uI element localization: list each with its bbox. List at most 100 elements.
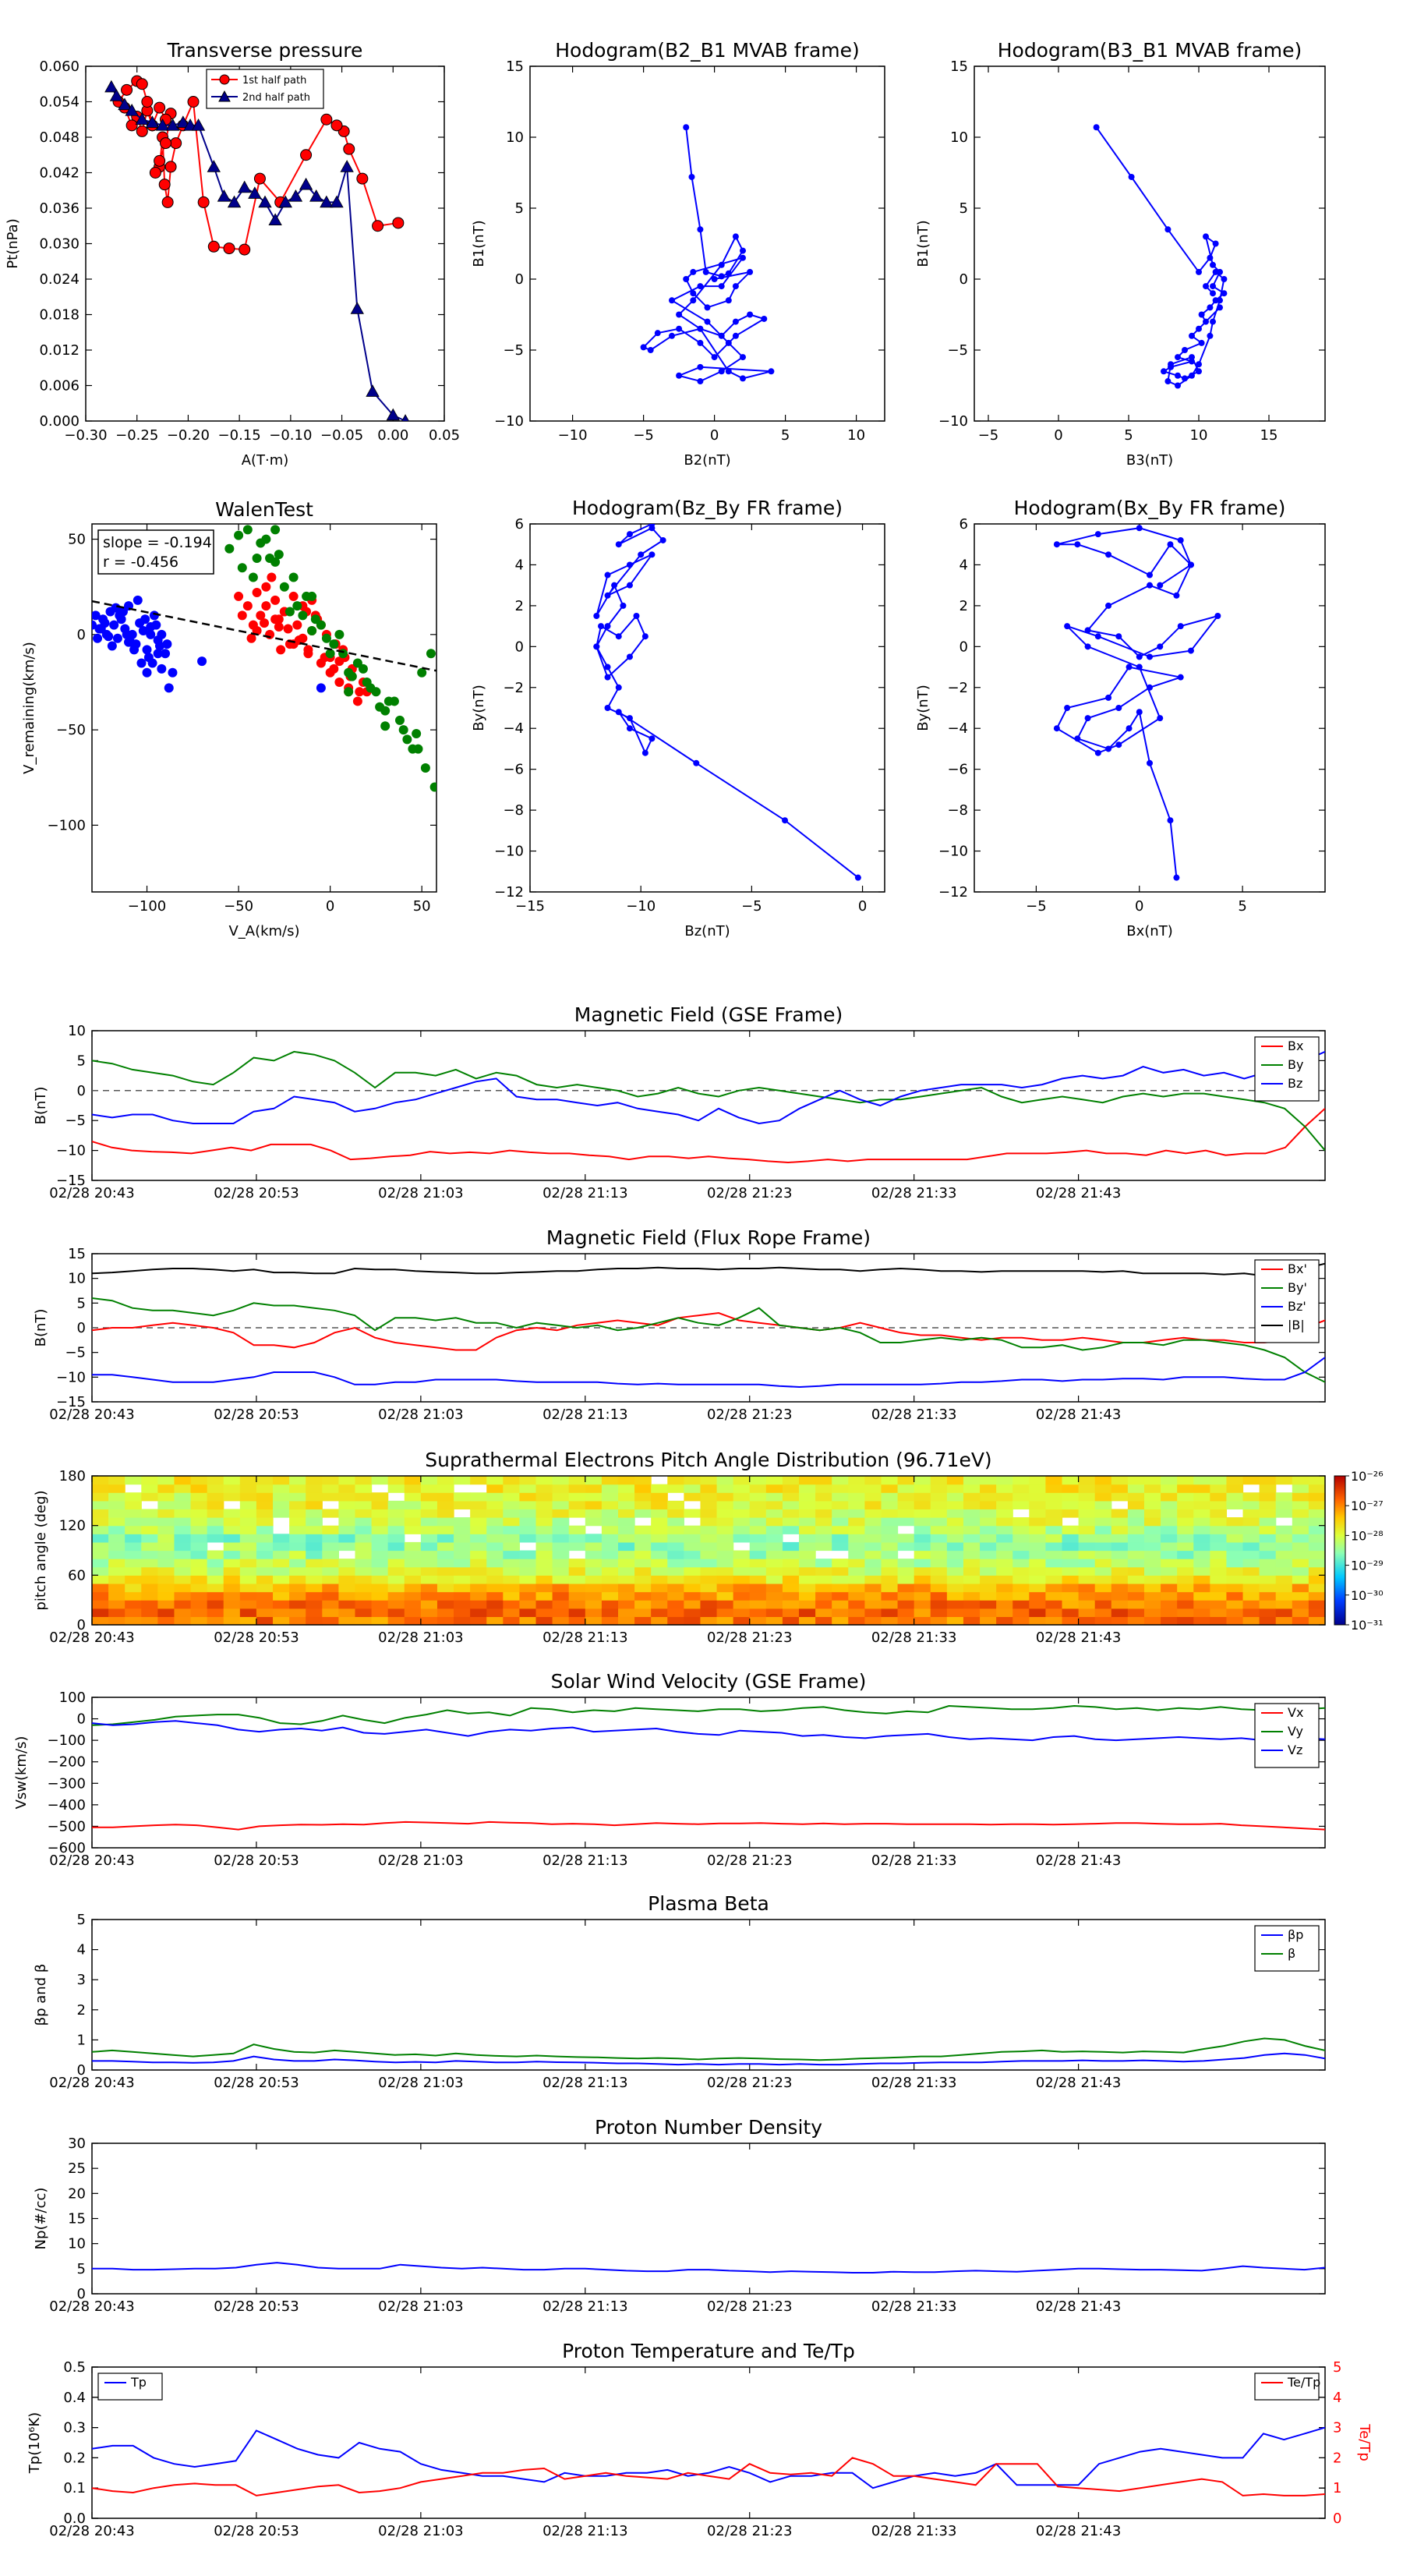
heatmap-cell	[1111, 1583, 1129, 1593]
heatmap-cell	[617, 1600, 635, 1609]
heatmap-cell	[108, 1566, 125, 1576]
heatmap-cell	[486, 1525, 504, 1534]
heatmap-cell	[125, 1517, 142, 1527]
heatmap-cell	[749, 1509, 767, 1518]
heatmap-cell	[684, 1559, 702, 1568]
heatmap-cell	[1062, 1541, 1080, 1552]
heatmap-cell	[1292, 1517, 1309, 1527]
heatmap-cell	[371, 1591, 389, 1601]
heatmap-cell	[338, 1476, 356, 1485]
y-tick-label: −15	[56, 1173, 86, 1189]
data-point	[626, 582, 633, 589]
heatmap-cell	[1210, 1566, 1228, 1576]
heatmap-cell	[1045, 1583, 1063, 1593]
heatmap-cell	[207, 1591, 224, 1601]
heatmap-cell	[1094, 1559, 1112, 1568]
data-point	[702, 268, 709, 275]
heatmap-cell	[733, 1500, 751, 1510]
data-point	[1105, 745, 1112, 752]
heatmap-cell	[601, 1534, 619, 1543]
heatmap-cell	[782, 1566, 800, 1576]
heatmap-cell	[832, 1559, 849, 1568]
heatmap-cell	[881, 1525, 899, 1534]
data-point	[1175, 382, 1181, 389]
heatmap-cell	[223, 1583, 241, 1593]
heatmap-cell	[1045, 1517, 1063, 1527]
heatmap-cell	[799, 1550, 816, 1559]
x-tick-label: −10	[558, 427, 588, 444]
heatmap-cell	[535, 1583, 553, 1593]
heatmap-cell	[1259, 1575, 1277, 1584]
data-point	[417, 667, 427, 678]
x-tick-label: 02/28 21:43	[1036, 2075, 1121, 2091]
heatmap-cell	[1177, 1525, 1194, 1534]
heatmap-cell	[306, 1509, 323, 1518]
y-tick-label: −2	[947, 680, 968, 696]
y-tick-label: 120	[59, 1518, 86, 1534]
heatmap-cell	[930, 1608, 948, 1617]
heatmap-cell	[930, 1600, 948, 1609]
y-tick-label: 10	[68, 1271, 86, 1287]
heatmap-cell	[503, 1492, 521, 1502]
heatmap-cell	[782, 1500, 800, 1510]
heatmap-cell	[1143, 1541, 1161, 1552]
heatmap-cell	[946, 1476, 964, 1485]
heatmap-cell	[1193, 1492, 1210, 1502]
data-point	[154, 154, 166, 167]
heatmap-cell	[503, 1509, 521, 1518]
data-point	[157, 629, 167, 639]
data-point	[1147, 759, 1153, 766]
data-point	[1128, 173, 1135, 180]
heatmap-cell	[1094, 1550, 1112, 1559]
heatmap-cell	[404, 1566, 422, 1576]
heatmap-cell	[1062, 1559, 1080, 1568]
heatmap-cell	[355, 1608, 373, 1617]
data-point	[426, 649, 436, 659]
x-tick-label: 10	[847, 427, 865, 444]
heatmap-cell	[601, 1608, 619, 1617]
data-point	[1157, 715, 1164, 722]
data-point	[394, 715, 405, 725]
heatmap-cell	[914, 1534, 931, 1543]
data-point	[164, 683, 174, 693]
heatmap-cell	[963, 1591, 981, 1601]
chart-mag-gse: Magnetic Field (GSE Frame)02/28 20:43 02/…	[33, 1003, 1326, 1201]
heatmap-cell	[355, 1575, 373, 1584]
heatmap-cell	[930, 1559, 948, 1568]
heatmap-cell	[125, 1500, 142, 1510]
heatmap-cell	[125, 1583, 142, 1593]
x-tick-label: 02/28 21:13	[542, 1185, 627, 1201]
heatmap-cell	[436, 1566, 454, 1576]
chart-hodogram-bx-by: Hodogram(Bx_By FR frame)−5 0 5−12−10−8−6−4…	[915, 497, 1326, 939]
heatmap-cell	[1062, 1616, 1080, 1626]
data-point	[268, 213, 282, 225]
heatmap-cell	[667, 1591, 684, 1601]
heatmap-cell	[1210, 1600, 1228, 1609]
heatmap-cell	[470, 1616, 487, 1626]
heatmap-cell	[930, 1500, 948, 1510]
heatmap-cell	[634, 1566, 652, 1576]
heatmap-cell	[1078, 1500, 1096, 1510]
heatmap-cell	[930, 1476, 948, 1485]
heatmap-cell	[832, 1541, 849, 1552]
data-point	[136, 78, 148, 90]
heatmap-cell	[1029, 1476, 1047, 1485]
chart-walen-test: WalenTest−100 −50 0 50−100−50050V_A(km/s)V_…	[21, 498, 437, 939]
plot-frame	[91, 1697, 1326, 1849]
heatmap-cell	[256, 1566, 274, 1576]
heatmap-cell	[749, 1517, 767, 1527]
heatmap-cell	[1161, 1575, 1178, 1584]
heatmap-cell	[568, 1591, 586, 1601]
heatmap-cell	[1078, 1492, 1096, 1502]
heatmap-cell	[273, 1500, 290, 1510]
heatmap-cell	[1275, 1541, 1293, 1552]
heatmap-cell	[1210, 1509, 1228, 1518]
data-point	[252, 554, 262, 564]
data-point	[401, 414, 409, 421]
heatmap-cell	[700, 1608, 718, 1617]
heatmap-cell	[223, 1517, 241, 1527]
heatmap-cell	[1143, 1509, 1161, 1518]
heatmap-cell	[1292, 1608, 1309, 1617]
heatmap-cell	[371, 1509, 389, 1518]
heatmap-cell	[651, 1566, 668, 1576]
